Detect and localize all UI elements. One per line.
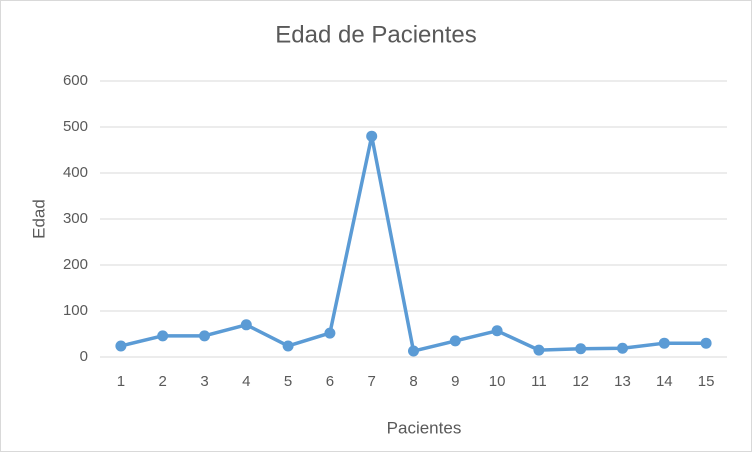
data-point <box>240 319 252 331</box>
data-point <box>199 330 210 342</box>
data-point <box>700 337 712 349</box>
data-point <box>282 340 294 352</box>
x-tick-label: 1 <box>117 373 125 390</box>
y-tick-label: 400 <box>63 164 88 181</box>
data-point <box>449 335 461 347</box>
x-tick-label: 15 <box>698 373 715 390</box>
x-tick-label: 9 <box>451 373 459 390</box>
data-point <box>157 330 169 342</box>
x-tick-label: 11 <box>531 373 547 390</box>
data-point <box>115 340 127 352</box>
data-point <box>408 345 419 357</box>
x-tick-label: 7 <box>368 373 376 390</box>
data-point <box>324 327 336 339</box>
x-tick-label: 10 <box>489 373 506 390</box>
y-tick-label: 200 <box>63 256 88 273</box>
data-point <box>658 337 670 349</box>
x-tick-label: 4 <box>242 373 250 390</box>
y-tick-label: 600 <box>63 72 88 89</box>
data-point <box>491 325 503 337</box>
x-axis-label: Pacientes <box>387 418 462 437</box>
x-tick-label: 2 <box>159 373 167 390</box>
x-tick-label: 12 <box>572 373 589 390</box>
y-axis-label: Edad <box>29 199 48 239</box>
data-point <box>617 342 628 354</box>
x-tick-label: 14 <box>656 373 673 390</box>
x-tick-label: 8 <box>409 373 417 390</box>
x-tick-label: 5 <box>284 373 292 390</box>
x-tick-label: 13 <box>614 373 631 390</box>
chart-title: Edad de Pacientes <box>275 21 476 48</box>
y-tick-label: 300 <box>63 210 88 227</box>
y-tick-label: 500 <box>63 118 88 135</box>
data-point <box>366 130 378 142</box>
y-tick-label: 0 <box>80 348 88 365</box>
data-point <box>533 344 545 356</box>
x-tick-label: 3 <box>200 373 208 390</box>
y-tick-label: 100 <box>63 302 88 319</box>
data-point <box>575 343 587 355</box>
x-tick-label: 6 <box>326 373 334 390</box>
